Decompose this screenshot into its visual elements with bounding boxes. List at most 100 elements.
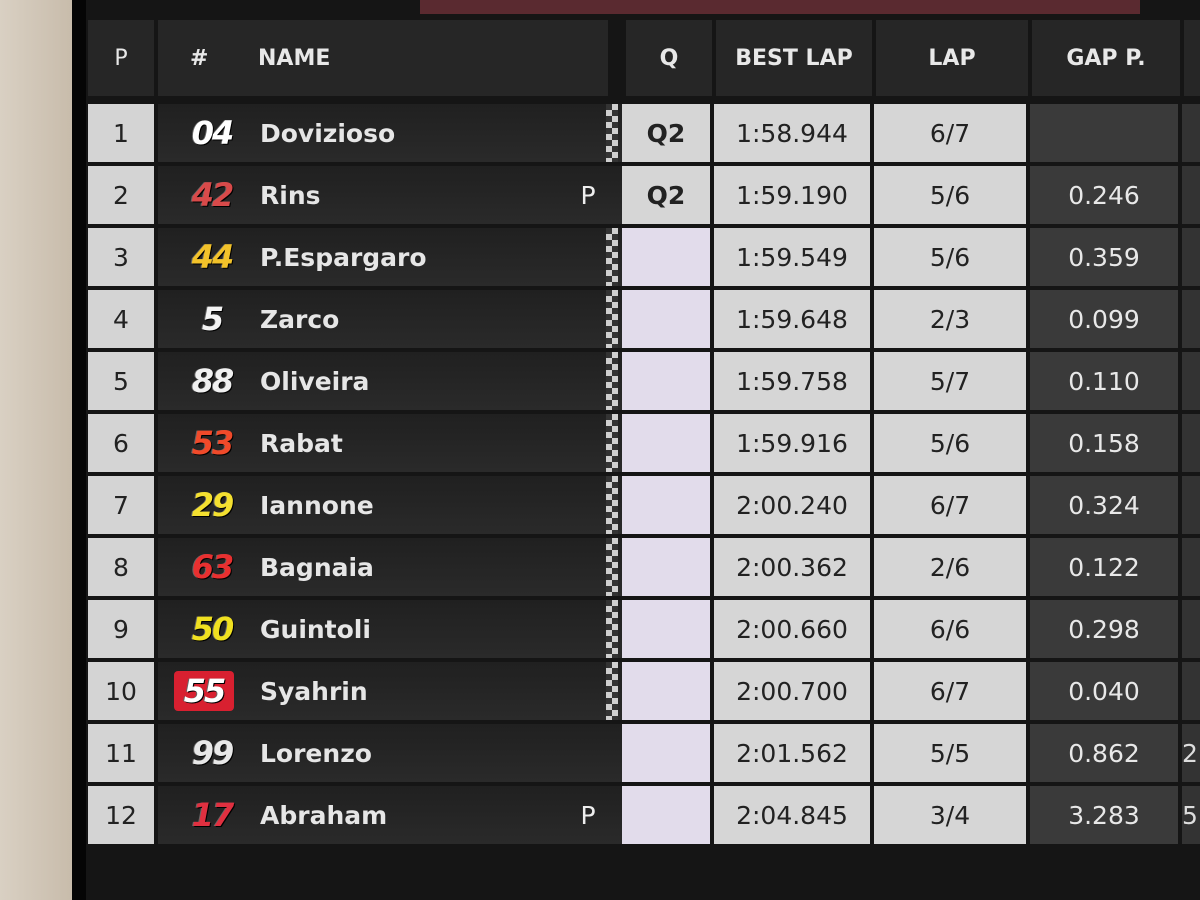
name-background [158, 104, 694, 162]
best-lap-cell: 2:01.562 [714, 724, 870, 782]
lap-count-cell: 6/7 [874, 476, 1026, 534]
extra-column-cell: 5 [1182, 786, 1200, 844]
name-background [158, 538, 694, 596]
checkered-flag-icon [606, 290, 618, 348]
pit-indicator: P [580, 180, 596, 210]
position-cell: 9 [88, 600, 154, 658]
extra-column-cell [1182, 476, 1200, 534]
pit-indicator [568, 290, 608, 348]
best-lap-cell: 1:59.758 [714, 352, 870, 410]
pit-indicator [568, 414, 608, 472]
pit-indicator [568, 352, 608, 410]
best-lap-cell: 1:59.648 [714, 290, 870, 348]
position-cell: 12 [88, 786, 154, 844]
rider-number-badge: 44 [191, 238, 235, 276]
table-row[interactable]: 1 04 Dovizioso Q2 1:58.944 6/7 [88, 104, 1200, 164]
rider-number-badge: 55 [174, 671, 234, 711]
name-background [158, 414, 694, 472]
position-cell: 11 [88, 724, 154, 782]
position-cell: 10 [88, 662, 154, 720]
checkered-flag-icon [606, 538, 618, 596]
rider-number-badge: 99 [191, 734, 235, 772]
lap-count-cell: 2/6 [874, 538, 1026, 596]
checkered-flag-icon [606, 662, 618, 720]
rider-number-badge: 63 [191, 548, 235, 586]
pit-indicator [568, 662, 608, 720]
pit-indicator: P [580, 800, 596, 830]
qualifying-cell [622, 414, 710, 472]
lap-count-cell: 5/5 [874, 724, 1026, 782]
extra-column-cell [1182, 166, 1200, 224]
table-row[interactable]: 9 50 Guintoli 2:00.660 6/6 0.298 [88, 600, 1200, 660]
rider-number-badge: 17 [191, 796, 235, 834]
name-background [158, 662, 694, 720]
table-row[interactable]: 6 53 Rabat 1:59.916 5/6 0.158 [88, 414, 1200, 474]
name-background [158, 228, 694, 286]
rider-name: Rins [260, 180, 321, 210]
extra-column-cell [1182, 290, 1200, 348]
qualifying-cell [622, 724, 710, 782]
gap-cell: 0.099 [1030, 290, 1178, 348]
header-q: Q [626, 20, 712, 96]
table-row[interactable]: 12 17 Abraham P 2:04.845 3/4 3.283 5 [88, 786, 1200, 846]
name-background [158, 166, 694, 224]
table-row[interactable]: 4 5 Zarco 1:59.648 2/3 0.099 [88, 290, 1200, 350]
lap-count-cell: 6/6 [874, 600, 1026, 658]
position-cell: 1 [88, 104, 154, 162]
gap-cell: 0.110 [1030, 352, 1178, 410]
best-lap-cell: 2:00.362 [714, 538, 870, 596]
name-background [158, 786, 694, 844]
header-pos: P [88, 20, 154, 96]
header-gap: GAP P. [1032, 20, 1180, 96]
qualifying-cell [622, 476, 710, 534]
rider-number-badge: 5 [201, 300, 224, 338]
gap-cell: 0.246 [1030, 166, 1178, 224]
table-row[interactable]: 10 55 Syahrin 2:00.700 6/7 0.040 [88, 662, 1200, 722]
gap-cell [1030, 104, 1178, 162]
table-row[interactable]: 7 29 Iannone 2:00.240 6/7 0.324 [88, 476, 1200, 536]
name-background [158, 476, 694, 534]
gap-cell: 0.862 [1030, 724, 1178, 782]
qualifying-cell [622, 662, 710, 720]
best-lap-cell: 2:00.660 [714, 600, 870, 658]
monitor-bezel [72, 0, 86, 900]
qualifying-cell [622, 786, 710, 844]
name-background [158, 724, 694, 782]
lap-count-cell: 6/7 [874, 662, 1026, 720]
qualifying-cell [622, 538, 710, 596]
qualifying-cell [622, 600, 710, 658]
table-row[interactable]: 3 44 P.Espargaro 1:59.549 5/6 0.359 [88, 228, 1200, 288]
extra-column-cell [1182, 228, 1200, 286]
extra-column-cell [1182, 352, 1200, 410]
name-background [158, 352, 694, 410]
table-row[interactable]: 8 63 Bagnaia 2:00.362 2/6 0.122 [88, 538, 1200, 598]
best-lap-cell: 1:59.190 [714, 166, 870, 224]
extra-column-cell [1182, 662, 1200, 720]
table-row[interactable]: 2 42 Rins P Q2 1:59.190 5/6 0.246 [88, 166, 1200, 226]
name-background [158, 290, 694, 348]
rider-name: Zarco [260, 304, 340, 334]
extra-column-cell [1182, 104, 1200, 162]
rider-name: Syahrin [260, 676, 368, 706]
pit-indicator [568, 538, 608, 596]
lap-count-cell: 6/7 [874, 104, 1026, 162]
lap-count-cell: 5/6 [874, 414, 1026, 472]
header-name: NAME [258, 45, 331, 71]
extra-column-cell [1182, 600, 1200, 658]
table-row[interactable]: 5 88 Oliveira 1:59.758 5/7 0.110 [88, 352, 1200, 412]
best-lap-cell: 2:00.700 [714, 662, 870, 720]
rider-name: Lorenzo [260, 738, 372, 768]
checkered-flag-icon [606, 104, 618, 162]
best-lap-cell: 1:59.549 [714, 228, 870, 286]
checkered-flag-icon [606, 600, 618, 658]
position-cell: 3 [88, 228, 154, 286]
gap-cell: 0.158 [1030, 414, 1178, 472]
top-bar [420, 0, 1140, 14]
table-row[interactable]: 11 99 Lorenzo 2:01.562 5/5 0.862 2 [88, 724, 1200, 784]
rider-number-badge: 53 [191, 424, 235, 462]
pit-indicator [568, 724, 608, 782]
rider-name: Iannone [260, 490, 374, 520]
rider-name: Dovizioso [260, 118, 396, 148]
header-best-lap: BEST LAP [716, 20, 872, 96]
background-wall [0, 0, 72, 900]
